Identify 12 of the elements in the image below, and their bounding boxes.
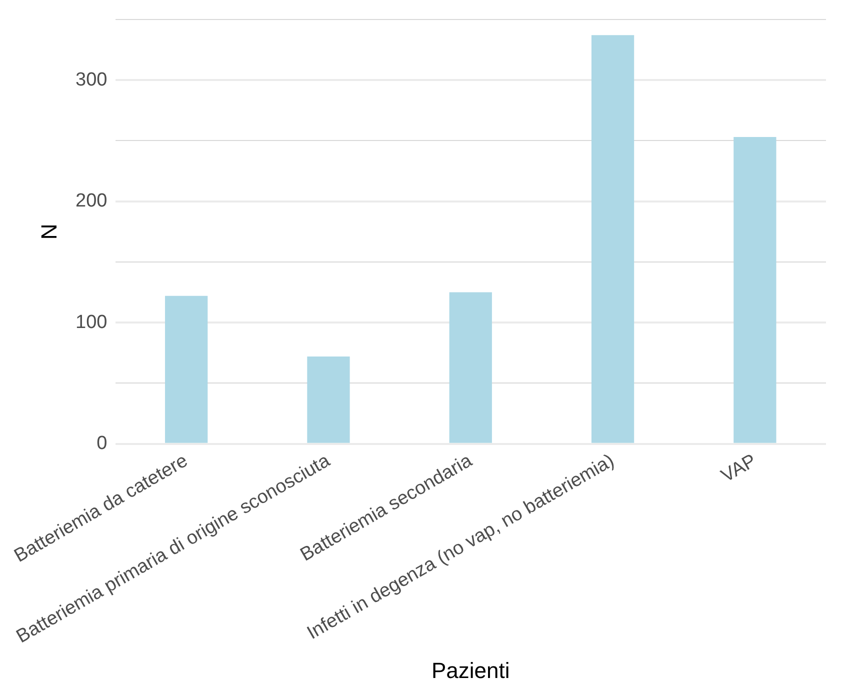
bar: [165, 296, 208, 443]
bar: [307, 356, 350, 443]
y-axis-title: N: [36, 224, 62, 240]
y-tick-label: 100: [76, 312, 108, 333]
bar: [591, 35, 634, 443]
x-tick-label: VAP: [718, 450, 760, 487]
y-tick-label: 200: [76, 190, 108, 212]
y-tick-label: 300: [76, 69, 108, 90]
bar: [734, 137, 776, 443]
x-axis-title: Pazienti: [431, 658, 510, 683]
y-tick-label: 0: [96, 433, 108, 454]
bar: [449, 292, 492, 443]
